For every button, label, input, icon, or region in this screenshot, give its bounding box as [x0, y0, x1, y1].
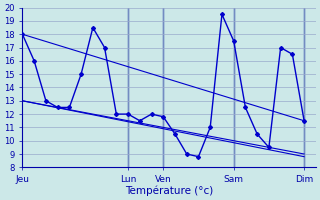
X-axis label: Température (°c): Température (°c) — [125, 185, 213, 196]
